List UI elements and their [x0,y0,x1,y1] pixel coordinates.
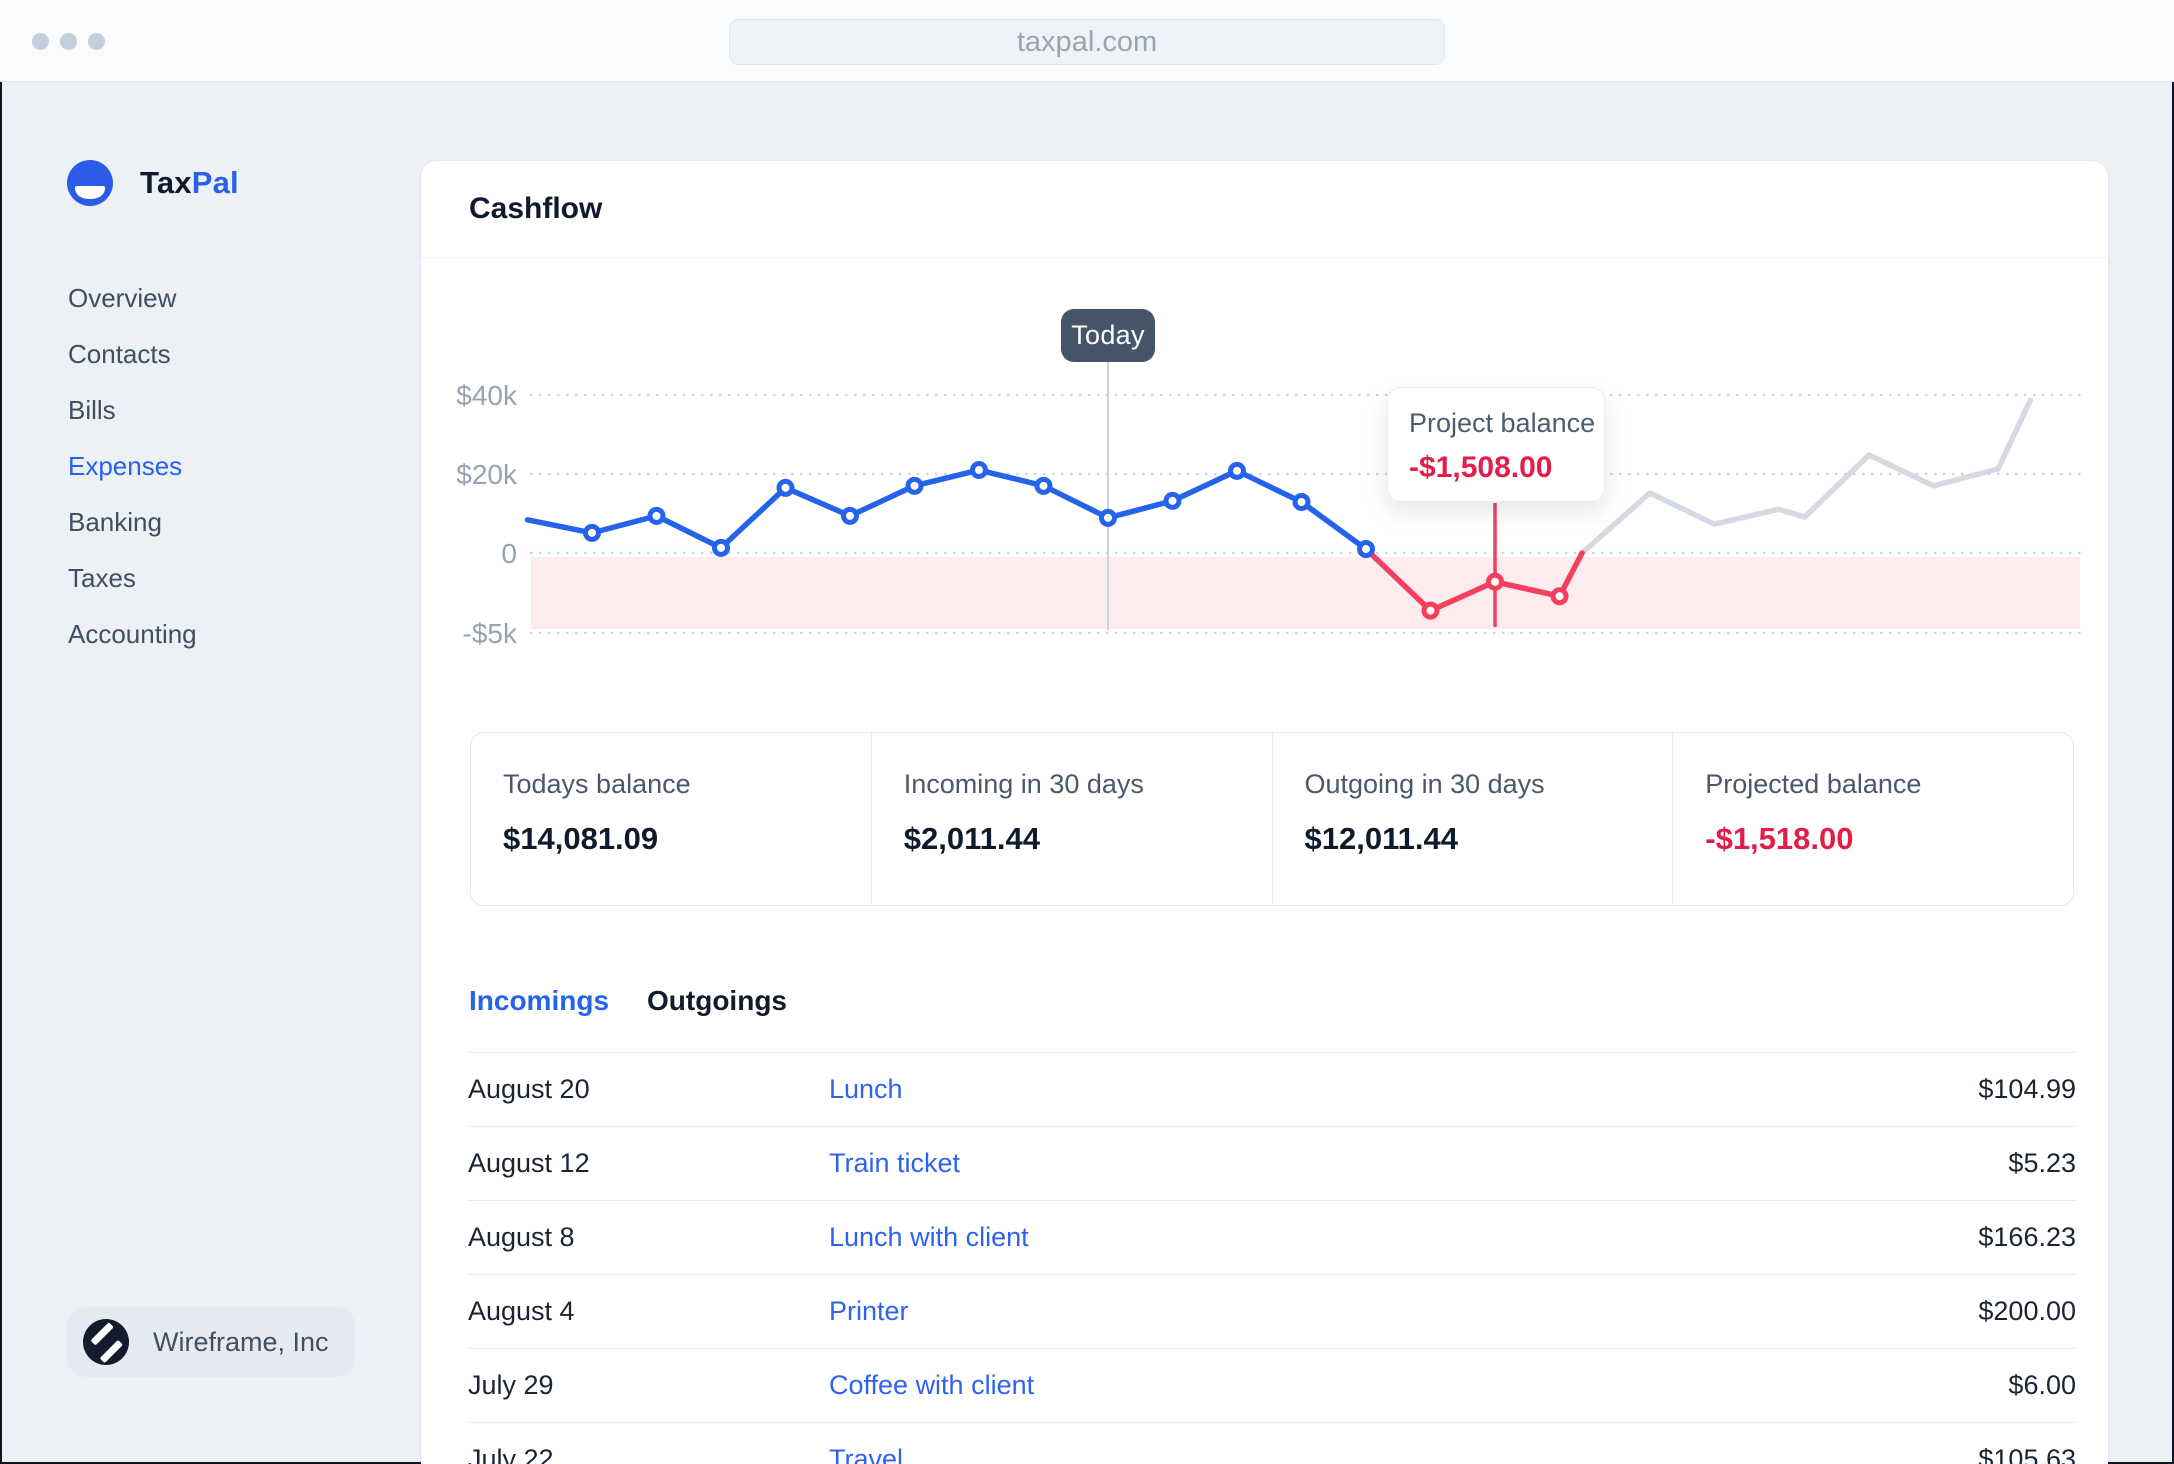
today-marker: Today [1061,309,1155,362]
stat-label: Projected balance [1705,769,1922,799]
window-dot-icon[interactable] [88,33,105,50]
tooltip-value: -$1,508.00 [1409,451,1553,484]
table-row: July 29 Coffee with client $6.00 [468,1348,2076,1422]
sidebar-item-banking[interactable]: Banking [68,506,162,537]
stat-value: $2,011.44 [903,821,1040,856]
stat-label: Outgoing in 30 days [1304,769,1545,799]
stat-value: -$1,518.00 [1705,821,1854,856]
url-bar[interactable]: taxpal.com [729,19,1445,65]
transaction-date: August 4 [468,1296,575,1326]
sidebar-item-contacts[interactable]: Contacts [68,338,171,369]
sidebar-item-taxes[interactable]: Taxes [68,562,136,593]
transaction-amount: $104.99 [1978,1074,2076,1104]
transaction-link[interactable]: Printer [829,1296,909,1326]
transaction-link[interactable]: Lunch with client [829,1222,1029,1252]
sidebar-item-accounting[interactable]: Accounting [68,618,197,649]
transaction-link[interactable]: Train ticket [829,1148,961,1178]
browser-topbar: taxpal.com [0,0,2174,82]
workspace-switcher[interactable]: Wireframe, Inc [67,1307,355,1377]
transaction-date: August 20 [468,1074,590,1104]
stat-value: $12,011.44 [1304,821,1458,856]
table-row: July 22 Travel $105.63 [468,1422,2076,1464]
transaction-date: August 8 [468,1222,575,1252]
transaction-date: August 12 [468,1148,590,1178]
stats-summary: Todays balance $14,081.09 Incoming in 30 d… [470,732,2074,906]
table-row: August 20 Lunch $104.99 [468,1052,2076,1126]
sidebar-nav: Overview Contacts Bills Expenses Banking Taxe… [68,270,197,662]
sidebar-item-expenses[interactable]: Expenses [68,450,183,481]
transaction-amount: $5.23 [2008,1148,2076,1178]
stat-label: Todays balance [503,769,691,799]
tab-incomings[interactable]: Incomings [469,985,610,1016]
stat-cell: Incoming in 30 days $2,011.44 [870,733,1272,905]
stat-cell: Todays balance $14,081.09 [471,733,871,905]
transaction-link[interactable]: Lunch [829,1074,903,1104]
taxpal-logo[interactable]: TaxPal [67,160,239,206]
transaction-amount: $200.00 [1978,1296,2076,1326]
sidebar-item-overview[interactable]: Overview [68,282,177,313]
transaction-link[interactable]: Travel [829,1444,904,1464]
table-row: August 12 Train ticket $5.23 [468,1126,2076,1200]
sidebar-item-bills[interactable]: Bills [68,394,116,425]
table-row: August 8 Lunch with client $166.23 [468,1200,2076,1274]
svg-text:$40k: $40k [456,380,518,411]
table-row: August 4 Printer $200.00 [468,1274,2076,1348]
window-dot-icon[interactable] [60,33,77,50]
stat-cell: Outgoing in 30 days $12,011.44 [1271,733,1673,905]
svg-text:-$5k: -$5k [463,618,518,649]
window-dot-icon[interactable] [32,33,49,50]
transaction-amount: $166.23 [1978,1222,2076,1252]
window-controls[interactable] [32,33,105,50]
workspace-logo-icon [83,1319,129,1365]
taxpal-logo-icon [67,160,113,206]
workspace-name: Wireframe, Inc [153,1326,329,1357]
transaction-date: July 29 [468,1370,554,1400]
stat-label: Incoming in 30 days [903,769,1144,799]
transaction-date: July 22 [468,1444,554,1464]
tab-outgoings[interactable]: Outgoings [647,985,787,1016]
cashflow-panel: Cashflow $40k $20k 0 -$5k Today Project bal… [421,161,2108,1464]
transaction-amount: $105.63 [1978,1444,2076,1464]
transactions-table: August 20 Lunch $104.99 August 12 Train tick… [468,1052,2076,1464]
page-title: Cashflow [469,192,603,225]
cashflow-chart: $40k $20k 0 -$5k [421,258,2108,708]
stat-cell: Projected balance -$1,518.00 [1672,733,2073,905]
projection-tooltip: Project balance -$1,508.00 [1387,387,1605,502]
transaction-tabs: Incomings Outgoings [469,985,787,1017]
brand-name: TaxPal [140,165,239,200]
panel-header: Cashflow [421,161,2108,258]
transaction-link[interactable]: Coffee with client [829,1370,1035,1400]
stat-value: $14,081.09 [503,821,659,856]
svg-text:$20k: $20k [456,459,518,490]
transaction-amount: $6.00 [2008,1370,2076,1400]
svg-text:0: 0 [501,538,517,569]
tooltip-title: Project balance [1409,408,1596,438]
